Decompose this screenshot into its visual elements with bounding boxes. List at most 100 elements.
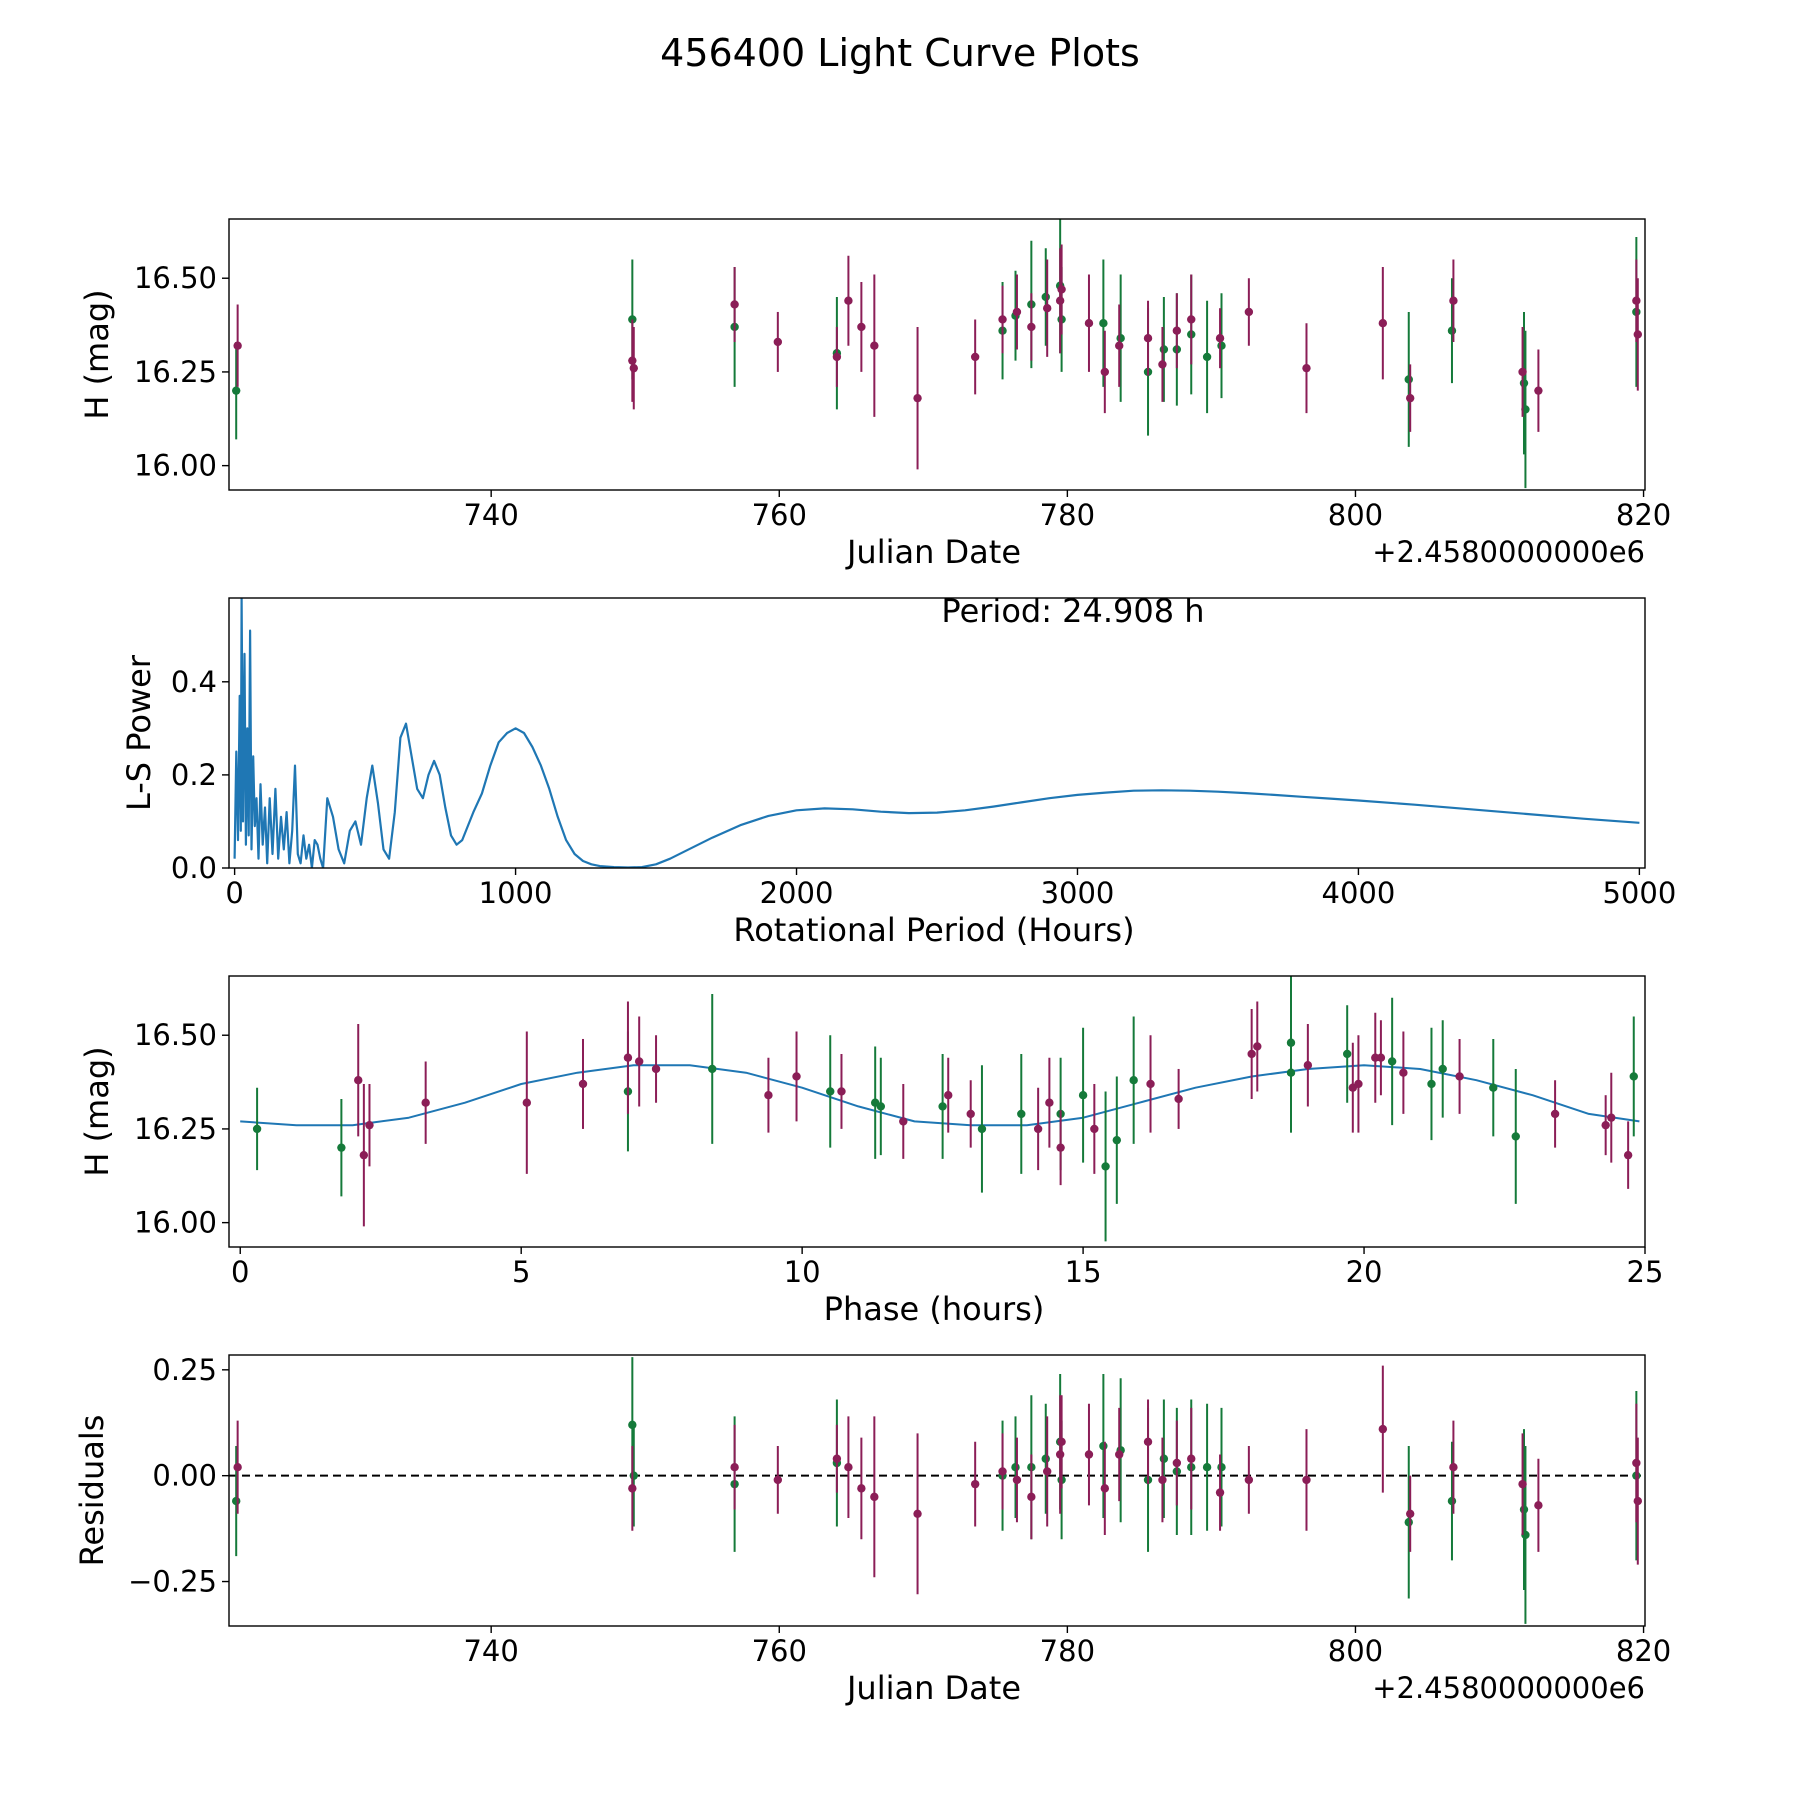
data-point [1116,333,1125,343]
data-point [1078,1090,1088,1100]
panel-lc: 740 760 780 800 820 16.00 16.25 16.50 Julian Dat… [78,218,1671,571]
data-point [1354,1079,1363,1089]
data-point [1159,1454,1169,1463]
y-tick-label: −0.25 [128,1565,217,1599]
x-tick-label: 1000 [479,876,553,910]
x-tick-label: 820 [1616,1634,1671,1668]
data-point [1489,1083,1498,1092]
series-filter-2 [354,1001,1633,1227]
data-point [1302,1475,1311,1485]
data-point [1202,1463,1212,1472]
data-point [1629,1072,1638,1081]
x-axis-label: Phase (hours) [824,1290,1045,1328]
axes-frame [228,597,1646,869]
series-filter-2 [233,244,1642,470]
data-point [1449,296,1458,305]
axes-frame [228,1354,1646,1627]
data-point [1447,1496,1457,1506]
data-point [1056,1143,1065,1152]
data-point [944,1090,953,1100]
data-point [1012,307,1022,317]
data-point [1518,1479,1527,1489]
y-tick-label: 0.0 [171,851,217,885]
data-point [870,341,879,350]
series-filter-2 [233,1365,1642,1595]
data-point [623,1053,633,1062]
data-point [1215,1488,1225,1497]
data-point [252,1124,262,1134]
data-point [1244,1475,1254,1485]
x-tick-label: 740 [463,1634,518,1668]
data-point [773,1475,783,1485]
y-tick-label: 16.50 [134,261,217,295]
data-point [1055,1450,1065,1459]
data-point [977,1124,987,1134]
data-point [1041,292,1050,302]
data-point [1045,1098,1054,1107]
x-tick-label: 0 [231,1255,249,1289]
data-point [1253,1042,1262,1051]
x-tick-label: 820 [1616,498,1671,532]
data-point [233,341,242,350]
data-point [1519,1505,1529,1514]
data-point [1633,1496,1642,1506]
data-point [1042,304,1052,313]
data-point [899,1117,908,1126]
plot-area-phase [240,976,1640,1242]
data-point [1143,333,1153,343]
data-point [1027,1492,1036,1502]
data-point [1042,1467,1052,1476]
data-point [233,1463,242,1472]
data-point [1187,1454,1196,1463]
data-point [1017,1109,1026,1119]
data-point [1534,386,1543,395]
y-tick-label: 0.00 [152,1459,217,1493]
data-point [1217,1463,1226,1472]
data-point [998,1467,1007,1476]
data-point [1012,1475,1022,1485]
x-tick-label: 800 [1328,1634,1383,1668]
y-axis-label: H (mag) [78,289,116,419]
x-tick-label: 740 [463,498,518,532]
plot-area-lc [232,219,1642,489]
data-point [1302,363,1311,373]
data-point [1174,1094,1183,1104]
data-point [1055,296,1065,305]
data-point [832,1454,842,1463]
data-point [1129,1076,1138,1085]
data-point [1172,326,1182,335]
data-point [1041,1454,1050,1463]
data-point [1378,319,1388,328]
data-point [232,386,241,395]
axes-frame [228,975,1646,1248]
data-point [1143,1437,1153,1447]
x-offset-label: +2.4580000000e6 [1372,1671,1645,1705]
data-point [1217,341,1226,350]
data-point [832,352,842,362]
data-point [1601,1120,1610,1130]
data-point [1632,296,1641,305]
plot-area-ls [233,598,1640,868]
data-point [826,1087,835,1096]
data-point [232,1496,241,1506]
y-axis-label: H (mag) [78,1046,116,1176]
data-point [1158,360,1167,369]
data-point [913,1509,922,1518]
data-point [1438,1064,1447,1074]
data-point [651,1064,661,1074]
x-tick-label: 760 [752,1634,807,1668]
data-point [876,1102,886,1111]
y-tick-label: 0.2 [171,758,217,792]
data-point [1387,1057,1397,1066]
data-point [837,1087,846,1096]
data-point [1286,1068,1296,1077]
x-tick-label: 4000 [1322,876,1396,910]
period-annotation: Period: 24.908 h [941,592,1204,630]
data-point [1172,1458,1182,1468]
data-point [1633,330,1642,339]
data-point [1057,1437,1066,1447]
data-point [1202,352,1212,362]
data-point [1342,1049,1352,1059]
data-point [1115,341,1124,350]
